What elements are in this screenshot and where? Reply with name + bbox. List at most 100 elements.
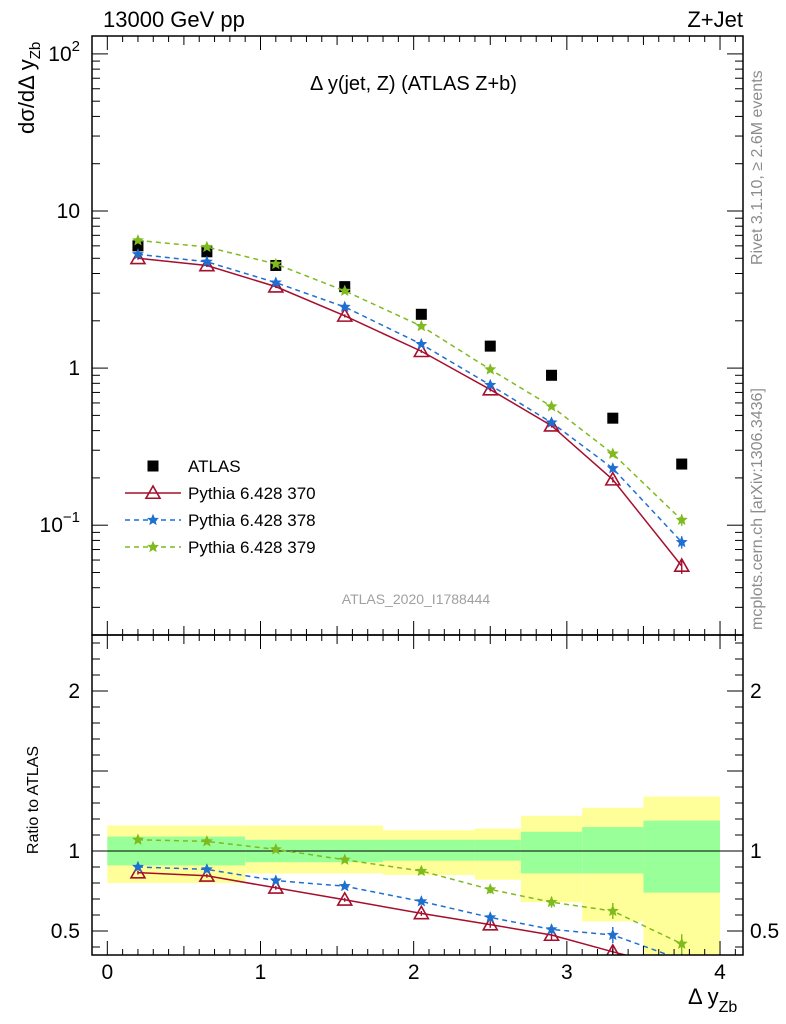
marker-3-1 (200, 240, 213, 253)
marker-1-6 (543, 417, 560, 432)
marker-3-2 (269, 257, 282, 270)
marker-2-2 (269, 276, 282, 288)
band-inner-6 (643, 820, 721, 893)
x-tick-label-4: 4 (714, 961, 726, 984)
ratio-line-1 (137, 866, 671, 955)
atlas-point-4 (415, 308, 427, 320)
marker-2-5 (484, 378, 497, 391)
marker-2-6 (545, 416, 558, 428)
marker-2-3 (338, 300, 351, 313)
atlas-point-8 (676, 458, 688, 470)
ratio-marker-2-0 (131, 833, 144, 845)
source-label: mcplots.cern.ch [arXiv:1306.3436] (749, 388, 766, 630)
ratio-marker-1-6 (545, 923, 558, 935)
ratio-marker-0-4 (412, 904, 430, 920)
x-tick-label-3: 3 (561, 961, 573, 984)
svg-text:dσ/dΔ yZb: dσ/dΔ yZb (14, 42, 44, 134)
marker-1-0 (129, 249, 147, 265)
legend-entry-0: ATLAS (147, 457, 241, 476)
ratio-marker-1-5 (484, 911, 497, 923)
ratio-marker-2-7 (606, 904, 619, 917)
plot-title: Δ y(jet, Z) (ATLAS Z+b) (310, 73, 517, 95)
y-axis-label-main: dσ/dΔ y (14, 59, 39, 134)
ratio-tick-label-right-0.5: 0.5 (750, 920, 779, 943)
marker-3-7 (606, 447, 619, 459)
ratio-marker-1-1 (200, 863, 213, 875)
ratio-tick-label-right-1: 1 (750, 840, 762, 863)
ratio-marker-0-7 (606, 943, 620, 955)
ratio-plot-layer: 0 1 2 3 4 0.5 0.5 1 1 2 2 (51, 36, 779, 984)
marker-3-8 (675, 513, 688, 526)
marker-3-3 (338, 284, 351, 296)
atlas-point-6 (546, 369, 558, 381)
x-axis-label: Δ yZb (688, 984, 737, 1016)
legend-label-2: Pythia 6.428 378 (188, 511, 316, 530)
ratio-marker-0-8 (675, 962, 689, 974)
ratio-marker-1-7 (606, 928, 619, 941)
ratio-marker-2-2 (269, 843, 282, 855)
x-tick-label-1: 1 (255, 961, 267, 984)
uncertainty-bands (107, 796, 721, 955)
source-label-text: mcplots.cern.ch [arXiv:1306.3436] (749, 388, 766, 630)
marker-1-1 (198, 256, 216, 272)
y-tick-exponent-3: −1 (63, 509, 80, 526)
ratio-line-2 (137, 839, 683, 945)
rivet-label-text: Rivet 3.1.10, ≥ 2.6M events (749, 70, 766, 265)
marker-1-7 (604, 471, 622, 486)
ratio-marker-0-5 (481, 915, 499, 931)
ratio-marker-1-0 (131, 860, 144, 873)
y-axis-label: dσ/dΔ yZb (14, 42, 44, 134)
x-axis-ticks: 0 1 2 3 4 (91, 36, 736, 984)
legend-entry-1: Pythia 6.428 370 (125, 484, 316, 503)
marker-2-0 (131, 248, 144, 260)
ratio-marker-2-5 (484, 883, 497, 895)
marker-3-6 (545, 400, 558, 412)
legend-label-0: ATLAS (188, 457, 241, 476)
legend-label-1: Pythia 6.428 370 (188, 484, 316, 503)
header-right: Z+Jet (687, 7, 743, 32)
marker-2-8 (675, 535, 688, 548)
y-tick-mantissa-3: 10 (40, 514, 63, 537)
marker-1-8 (673, 557, 691, 573)
y-axis-ticks-ratio: 0.5 0.5 1 1 2 2 (51, 642, 779, 948)
ratio-marker-1-8 (681, 953, 683, 955)
marker-3-0 (131, 234, 144, 246)
series-0 (132, 240, 688, 470)
ratio-marker-1-3 (338, 879, 351, 892)
ratio-marker-0-2 (267, 879, 285, 894)
marker-2-4 (415, 337, 428, 350)
ratio-series-2 (131, 833, 688, 954)
x-tick-label-0: 0 (101, 961, 113, 984)
series-line-3 (137, 239, 683, 521)
legend-marker-1 (144, 484, 162, 500)
y-tick-label-0: 102 (48, 38, 80, 66)
ratio-marker-1-2 (269, 874, 282, 886)
marker-1-5 (481, 380, 499, 396)
y-tick-mantissa-2: 1 (68, 357, 80, 380)
band-inner-5 (582, 827, 644, 874)
ratio-tick-label-left-2: 2 (68, 680, 80, 703)
ratio-marker-2-8 (675, 937, 688, 949)
analysis-watermark: ATLAS_2020_I1788444 (342, 591, 491, 607)
ratio-marker-1-4 (415, 895, 428, 907)
main-series (129, 234, 691, 574)
x-axis-label-sub: Zb (719, 999, 738, 1016)
legend-entry-3: Pythia 6.428 379 (125, 538, 316, 557)
ratio-axis-label: Ratio to ATLAS (25, 746, 42, 854)
ratio-marker-2-3 (338, 853, 351, 865)
ratio-series-1 (131, 860, 683, 955)
marker-3-5 (484, 363, 497, 375)
ratio-marker-2-6 (545, 895, 558, 908)
atlas-point-1 (201, 246, 213, 258)
band-inner-4 (520, 831, 583, 874)
marker-3-4 (415, 319, 428, 332)
legend-marker-3 (147, 540, 159, 553)
y-tick-label-3: 10−1 (40, 509, 80, 537)
series-3 (131, 234, 688, 526)
ratio-series (129, 833, 689, 974)
y-tick-label-1: 10 (57, 200, 80, 223)
y-tick-exponent-0: 2 (72, 38, 80, 55)
